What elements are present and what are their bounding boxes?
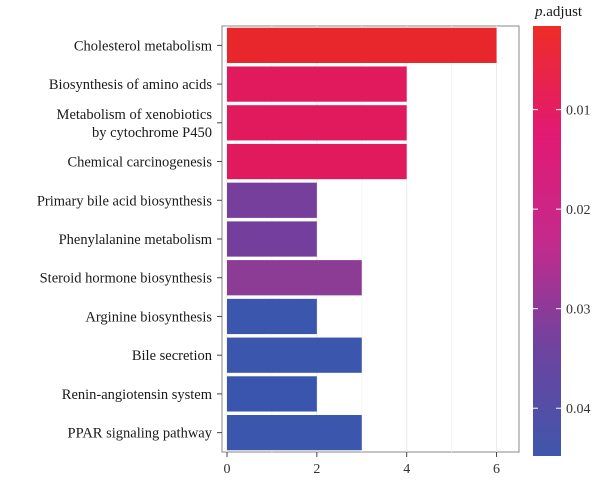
bar [227, 376, 317, 412]
category-labels: Cholesterol metabolism Biosynthesis of am… [37, 38, 222, 442]
x-tick-label: 0 [224, 462, 231, 477]
category-label-line: Biosynthesis of amino acids [49, 77, 212, 93]
category-label: Bile secretion [132, 348, 213, 364]
legend-tick-label: 0.04 [566, 402, 591, 417]
color-legend: p.adjust 0.01 0.02 0.03 0.04 [533, 4, 591, 456]
legend-title: p.adjust [534, 4, 583, 20]
legend-color-bar [533, 26, 561, 456]
legend-title-italic: p [534, 4, 543, 20]
category-label-line: PPAR signaling pathway [68, 426, 213, 442]
bar [227, 143, 407, 180]
x-tick-label: 2 [313, 462, 320, 477]
category-label-line: Arginine biosynthesis [85, 309, 212, 325]
bar [227, 415, 362, 451]
category-label-line: Bile secretion [132, 348, 213, 364]
category-label-line: by cytochrome P450 [92, 125, 212, 141]
category-label-line: Metabolism of xenobiotics [57, 107, 213, 123]
legend-ticks: 0.01 0.02 0.03 0.04 [533, 104, 591, 417]
legend-tick-label: 0.01 [566, 104, 591, 119]
category-label: Chemical carcinogenesis [67, 155, 212, 171]
bar [227, 27, 497, 63]
legend-tick-label: 0.02 [566, 203, 591, 218]
category-label: Steroid hormone biosynthesis [40, 271, 213, 287]
x-axis: 0 2 4 6 [224, 452, 500, 477]
x-tick-label: 4 [403, 462, 410, 477]
legend-title-rest: .adjust [543, 4, 583, 20]
category-label: Metabolism of xenobiotics by cytochrome P… [57, 107, 213, 141]
category-label-line: Chemical carcinogenesis [67, 155, 212, 171]
category-label: Primary bile acid biosynthesis [37, 193, 213, 209]
bars [227, 27, 497, 451]
category-label: Renin-angiotensin system [62, 387, 213, 403]
category-label-line: Cholesterol metabolism [74, 38, 213, 54]
bar [227, 337, 362, 373]
bar [227, 182, 317, 218]
x-tick-label: 6 [493, 462, 500, 477]
bar [227, 298, 317, 335]
category-label: Cholesterol metabolism [74, 38, 213, 54]
bar [227, 105, 407, 141]
category-label: PPAR signaling pathway [68, 426, 213, 442]
category-label-line: Renin-angiotensin system [62, 387, 213, 403]
category-label-line: Phenylalanine metabolism [59, 232, 213, 248]
legend-tick-label: 0.03 [566, 303, 591, 318]
category-label: Phenylalanine metabolism [59, 232, 213, 248]
category-label: Biosynthesis of amino acids [49, 77, 212, 93]
category-label-line: Steroid hormone biosynthesis [40, 271, 213, 287]
bar [227, 221, 317, 257]
category-label-line: Primary bile acid biosynthesis [37, 193, 213, 209]
bar [227, 66, 407, 102]
category-label: Arginine biosynthesis [85, 309, 212, 325]
bar [227, 260, 362, 296]
